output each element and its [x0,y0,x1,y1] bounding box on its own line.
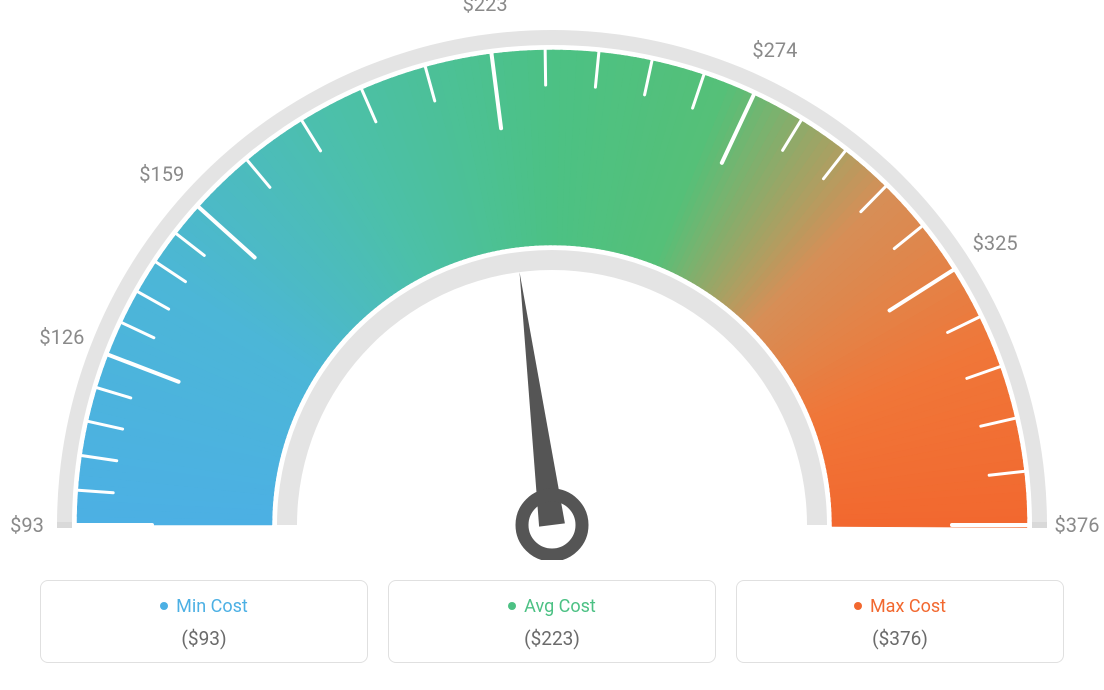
gauge-tick-label: $223 [463,0,508,16]
legend-title-max: Max Cost [854,596,946,617]
legend-card-max: Max Cost ($376) [736,580,1064,663]
legend-label-max: Max Cost [870,596,946,617]
gauge-chart [0,0,1104,560]
gauge-tick-label: $159 [139,162,184,186]
gauge-tick-label: $325 [973,231,1018,255]
legend-label-avg: Avg Cost [524,596,596,617]
legend-dot-max [854,602,862,610]
legend-title-min: Min Cost [160,596,248,617]
legend-dot-min [160,602,168,610]
legend-card-min: Min Cost ($93) [40,580,368,663]
gauge-tick-label: $126 [39,325,84,349]
legend-value-avg: ($223) [399,627,705,650]
legend-value-max: ($376) [747,627,1053,650]
legend-value-min: ($93) [51,627,357,650]
gauge-container: $93 $126 $159 $223 $274 $325 $376 [0,0,1104,560]
legend-row: Min Cost ($93) Avg Cost ($223) Max Cost … [40,580,1064,663]
legend-label-min: Min Cost [176,596,248,617]
gauge-tick-label: $376 [1055,513,1100,537]
gauge-tick-label: $274 [752,38,797,62]
legend-card-avg: Avg Cost ($223) [388,580,716,663]
legend-title-avg: Avg Cost [508,596,596,617]
gauge-tick-label: $93 [10,513,44,537]
legend-dot-avg [508,602,516,610]
